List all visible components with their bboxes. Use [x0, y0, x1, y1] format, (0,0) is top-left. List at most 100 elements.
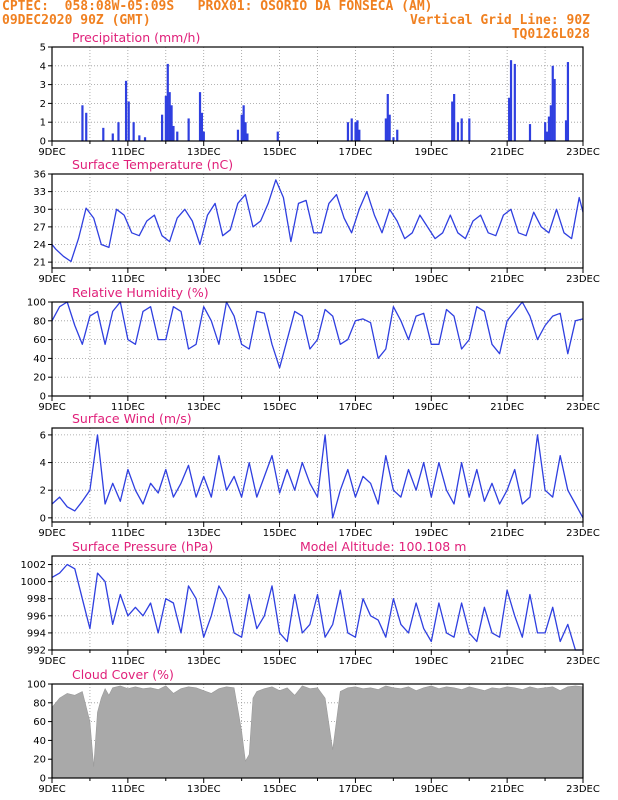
- precip-bar: [164, 95, 167, 141]
- rh-ytick-label: 60: [33, 335, 46, 346]
- precip-bar: [549, 105, 552, 141]
- pressure-xtick-label: 17DEC: [339, 656, 373, 667]
- pressure-ytick-label: 992: [27, 646, 46, 657]
- temp-ytick-label: 24: [33, 240, 46, 251]
- rh-ytick-label: 0: [40, 392, 46, 403]
- rh-xtick-label: 15DEC: [263, 402, 297, 413]
- precip-bar: [513, 63, 516, 141]
- precip-bar: [547, 116, 551, 141]
- precip-bar: [81, 105, 84, 141]
- precip-bar: [346, 122, 350, 141]
- cloud-xtick-label: 9DEC: [38, 784, 65, 795]
- precip-bar: [453, 94, 456, 141]
- cloud-ytick-label: 60: [33, 717, 46, 728]
- precip-ytick-label: 0: [40, 137, 46, 148]
- cloud-title: Cloud Cover (%): [72, 667, 174, 682]
- precip-xtick-label: 11DEC: [111, 147, 145, 158]
- temp-ytick-label: 27: [33, 222, 46, 233]
- cloud-xtick-label: 15DEC: [263, 784, 297, 795]
- wind-ytick-label: 6: [40, 430, 46, 441]
- wind-xtick-label: 19DEC: [414, 528, 448, 539]
- rh-ytick-label: 40: [33, 354, 46, 365]
- precip-bar: [564, 120, 568, 141]
- cloud-ytick-label: 0: [40, 774, 46, 785]
- precip-bar: [200, 112, 204, 141]
- temp-frame: [51, 173, 584, 269]
- wind-xtick-label: 17DEC: [339, 528, 373, 539]
- precip-bar: [396, 129, 399, 141]
- precip-bar: [566, 62, 570, 141]
- cloud-xtick-label: 19DEC: [414, 784, 448, 795]
- precip-xtick-label: 13DEC: [187, 147, 221, 158]
- pressure-ytick-label: 994: [27, 628, 46, 639]
- precip-bar: [117, 122, 120, 141]
- temp-xtick-label: 11DEC: [111, 274, 145, 285]
- precip-ytick-label: 1: [40, 118, 46, 129]
- precip-bar: [553, 78, 556, 141]
- rh-ytick-label: 100: [27, 298, 46, 309]
- rh-xtick-label: 21DEC: [490, 402, 524, 413]
- precip-bar: [124, 80, 128, 141]
- precip-bar: [240, 114, 243, 141]
- precip-bar: [160, 114, 164, 141]
- precip-bar: [127, 101, 130, 141]
- precip-frame: [51, 46, 584, 142]
- precip-bar: [508, 97, 511, 141]
- precip-bar: [392, 137, 395, 141]
- precip-bar: [384, 118, 387, 141]
- temp-ytick-label: 21: [33, 258, 46, 269]
- rh-frame: [51, 301, 584, 397]
- precip-xtick-label: 15DEC: [263, 147, 297, 158]
- precip-bar: [102, 127, 105, 141]
- wind-line: [51, 434, 584, 519]
- pressure-xtick-label: 11DEC: [111, 656, 145, 667]
- precip-xtick-label: 19DEC: [414, 147, 448, 158]
- precip-bar: [528, 124, 532, 141]
- pressure-xtick-label: 19DEC: [414, 656, 448, 667]
- pressure-frame: [51, 555, 584, 651]
- precip-xtick-label: 23DEC: [566, 147, 600, 158]
- temp-ytick-label: 36: [33, 170, 46, 181]
- precip-bar: [460, 118, 463, 141]
- precip-bar: [168, 92, 171, 141]
- precip-bar: [143, 137, 147, 141]
- precip-bar: [176, 131, 179, 141]
- temp-xtick-label: 17DEC: [339, 274, 373, 285]
- rh-xtick-label: 23DEC: [566, 402, 600, 413]
- precip-bar: [198, 92, 202, 141]
- precip-bar: [202, 131, 205, 141]
- precip-xtick-label: 9DEC: [38, 147, 65, 158]
- pressure-ytick-label: 998: [27, 594, 46, 605]
- precip-bar: [451, 101, 454, 141]
- wind-xtick-label: 13DEC: [187, 528, 221, 539]
- temp-xtick-label: 15DEC: [263, 274, 297, 285]
- pressure-xtick-label: 21DEC: [490, 656, 524, 667]
- rh-ytick-label: 80: [33, 316, 46, 327]
- rh-line: [51, 301, 584, 369]
- precip-bar: [468, 118, 471, 141]
- rh-title: Relative Humidity (%): [72, 285, 209, 300]
- temp-ytick-label: 33: [33, 187, 46, 198]
- cloud-ytick-label: 100: [27, 680, 46, 691]
- pressure-ytick-label: 996: [27, 611, 46, 622]
- precip-bar: [172, 125, 175, 141]
- temp-title: Surface Temperature (nC): [72, 157, 233, 172]
- precip-xtick-label: 21DEC: [490, 147, 524, 158]
- pressure-xtick-label: 23DEC: [566, 656, 600, 667]
- temp-xtick-label: 23DEC: [566, 274, 600, 285]
- precip-bar: [166, 63, 169, 141]
- cloud-area: [51, 685, 584, 779]
- wind-xtick-label: 11DEC: [111, 528, 145, 539]
- wind-xtick-label: 21DEC: [490, 528, 524, 539]
- precip-bar: [509, 60, 513, 141]
- precip-bar: [132, 122, 135, 141]
- wind-frame: [51, 427, 584, 523]
- wind-xtick-label: 15DEC: [263, 528, 297, 539]
- cloud-ytick-label: 20: [33, 755, 46, 766]
- header-line-1: CPTEC: 058:08W-05:09S PROX01: OSORIO DA …: [2, 0, 433, 14]
- cloud-ytick-label: 80: [33, 698, 46, 709]
- precip-bar: [85, 112, 88, 141]
- precip-bar: [276, 131, 279, 141]
- precip-bar: [242, 105, 245, 141]
- cloud-xtick-label: 13DEC: [187, 784, 221, 795]
